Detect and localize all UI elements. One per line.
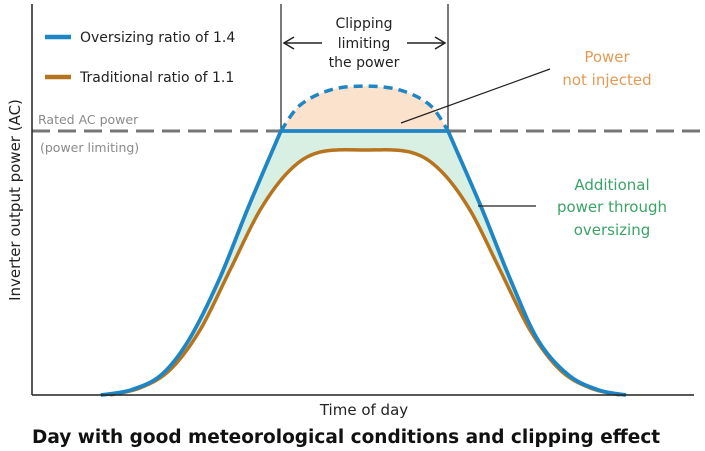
additional-label-1: Additional [574, 176, 649, 194]
arrow-right-icon [407, 36, 447, 50]
clipping-label-3: the power [329, 55, 400, 71]
additional-label-2: power through [557, 198, 667, 216]
series-oversizing-line [100, 129, 627, 397]
traditional-area-mask [110, 149, 620, 395]
rated-label: Rated AC power [38, 112, 139, 127]
additional-label-3: oversizing [574, 221, 651, 239]
legend-label-oversizing: Oversizing ratio of 1.4 [80, 30, 235, 46]
not-injected-leader [400, 68, 551, 124]
arrow-left-icon [282, 36, 322, 50]
clipping-label-2: limiting [338, 36, 390, 52]
x-axis-label: Time of day [319, 401, 408, 419]
power-not-injected-area [280, 86, 449, 131]
not-injected-label-1: Power [584, 48, 630, 66]
chart-title: Day with good meteorological conditions … [32, 427, 660, 448]
legend-label-traditional: Traditional ratio of 1.1 [79, 70, 234, 86]
not-injected-label-2: not injected [562, 71, 651, 89]
series-oversizing-clipped-line [279, 84, 450, 133]
clipping-label-1: Clipping [336, 16, 393, 32]
rated-sublabel: (power limiting) [40, 140, 139, 155]
y-axis-label: Inverter output power (AC) [6, 99, 24, 301]
